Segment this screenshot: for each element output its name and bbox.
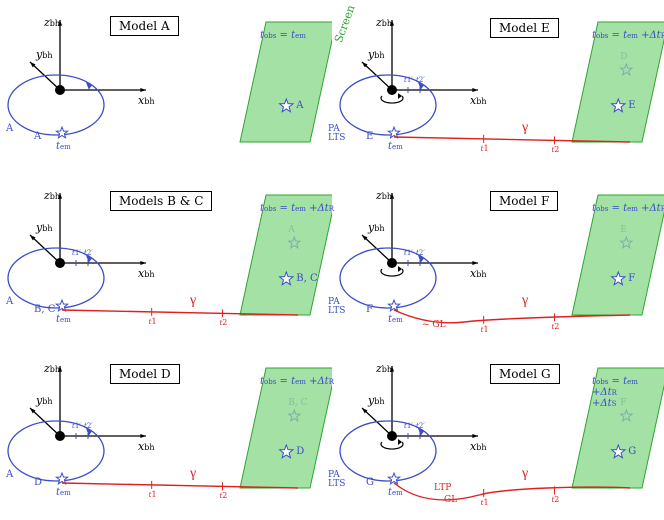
model-title: Model G [490,364,560,384]
panel-model-F: t1t2EModel FxbhzbhybhFtemt1′t2′PALTSγ~ G… [332,173,664,346]
model-title: Model D [110,364,180,384]
panel-model-G: t1t2FModel GxbhzbhybhGtemt1′t2′PALTSγGLL… [332,346,664,519]
model-title: Models B & C [110,191,212,211]
model-title: Model F [490,191,558,211]
panel-model-E: t1t2DModel ExbhzbhybhEtemt1′t2′PALTSγtob… [332,0,664,173]
panel-model-BC: t1t2AModels B & CxbhzbhybhAB, Ctemt1′t2′… [0,173,332,346]
model-title: Model A [110,16,179,36]
model-title: Model E [490,18,559,38]
panel-model-A: Model AxbhzbhybhScreenAAtemtobs = temA [0,0,332,173]
panel-model-D: t1t2B, CModel DxbhzbhybhADtemt1′t2′γtobs… [0,346,332,519]
